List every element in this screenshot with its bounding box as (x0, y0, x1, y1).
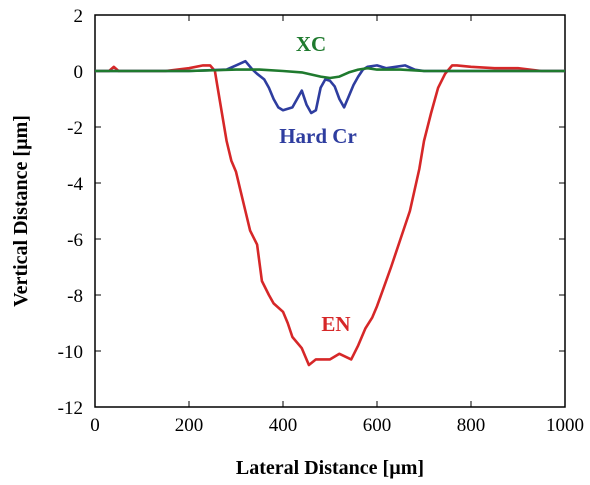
y-tick-label: 0 (74, 62, 84, 83)
y-tick-label: -12 (58, 398, 83, 419)
y-tick-label: -4 (67, 174, 83, 195)
y-tick-label: -2 (67, 118, 83, 139)
x-tick-label: 200 (175, 415, 204, 436)
series-label-en: EN (321, 312, 350, 336)
y-tick-label: 2 (74, 6, 84, 27)
series-label-xc: XC (296, 32, 326, 56)
series-label-hard-cr: Hard Cr (279, 124, 357, 148)
plot-frame (95, 15, 565, 407)
x-tick-label: 400 (269, 415, 298, 436)
x-tick-label: 800 (457, 415, 486, 436)
x-tick-label: 0 (90, 415, 100, 436)
ticks (95, 15, 565, 407)
y-tick-label: -6 (67, 230, 83, 251)
y-tick-label: -8 (67, 286, 83, 307)
x-tick-label: 600 (363, 415, 392, 436)
y-tick-label: -10 (58, 342, 83, 363)
x-axis-title: Lateral Distance [µm] (236, 457, 424, 479)
series-line-xc (95, 68, 565, 78)
x-tick-label: 1000 (546, 415, 584, 436)
y-axis-title: Vertical Distance [µm] (10, 115, 32, 307)
